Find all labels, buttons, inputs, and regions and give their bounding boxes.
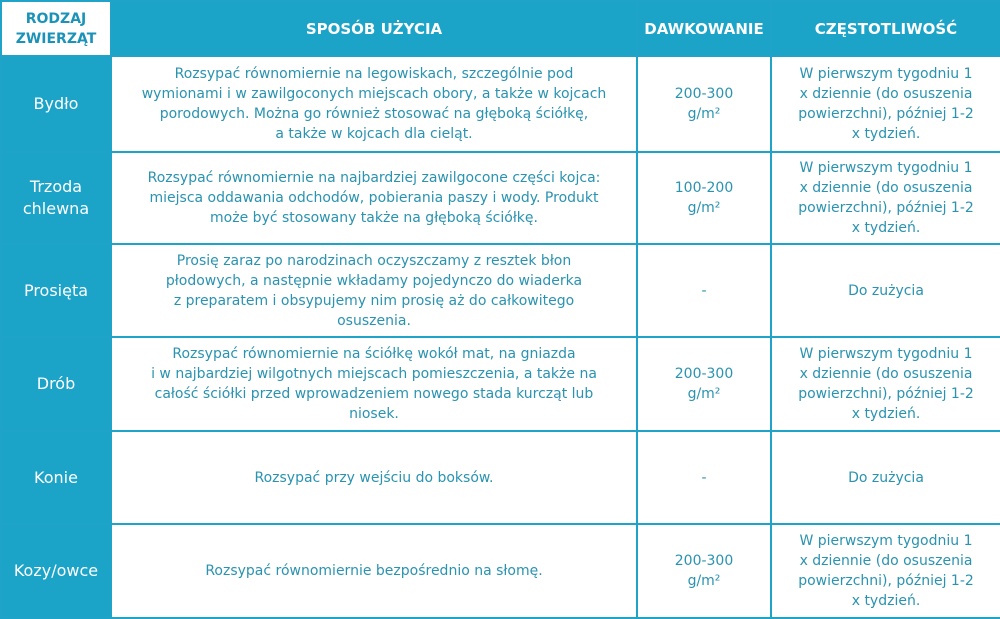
usage-cell: Rozsypać równomiernie na najbardziej zaw…: [110, 151, 638, 245]
table-row: Drób Rozsypać równomiernie na ściółkę wok…: [0, 336, 1000, 432]
animal-cell: Kozy/owce: [0, 523, 112, 619]
frequency-cell: W pierwszym tygodniu 1 x dziennie (do os…: [770, 336, 1000, 432]
usage-cell: Rozsypać równomiernie bezpośrednio na sł…: [110, 523, 638, 619]
table-row: Bydło Rozsypać równomiernie na legowiskac…: [0, 55, 1000, 153]
usage-cell: Prosię zaraz po narodzinach oczyszczamy …: [110, 243, 638, 338]
header-animal: RODZAJ ZWIERZĄT: [0, 0, 112, 57]
animal-cell: Konie: [0, 430, 112, 525]
animal-cell: Prosięta: [0, 243, 112, 338]
header-dose: DAWKOWANIE: [636, 0, 772, 57]
dose-cell: -: [636, 430, 772, 525]
header-usage: SPOSÓB UŻYCIA: [110, 0, 638, 57]
frequency-cell: W pierwszym tygodniu 1 x dziennie (do os…: [770, 151, 1000, 245]
usage-cell: Rozsypać przy wejściu do boksów.: [110, 430, 638, 525]
usage-cell: Rozsypać równomiernie na ściółkę wokół m…: [110, 336, 638, 432]
dose-cell: 200-300 g/m²: [636, 336, 772, 432]
frequency-cell: W pierwszym tygodniu 1 x dziennie (do os…: [770, 523, 1000, 619]
frequency-cell: Do zużycia: [770, 243, 1000, 338]
usage-cell: Rozsypać równomiernie na legowiskach, sz…: [110, 55, 638, 153]
frequency-cell: Do zużycia: [770, 430, 1000, 525]
frequency-cell: W pierwszym tygodniu 1 x dziennie (do os…: [770, 55, 1000, 153]
table-row: Trzoda chlewna Rozsypać równomiernie na n…: [0, 151, 1000, 245]
dose-cell: 200-300 g/m²: [636, 55, 772, 153]
table-row: Konie Rozsypać przy wejściu do boksów. - Do…: [0, 430, 1000, 525]
dose-cell: -: [636, 243, 772, 338]
table-row: Kozy/owce Rozsypać równomiernie bezpośred…: [0, 523, 1000, 619]
dose-cell: 100-200 g/m²: [636, 151, 772, 245]
header-frequency: CZĘSTOTLIWOŚĆ: [770, 0, 1000, 57]
header-row: RODZAJ ZWIERZĄT SPOSÓB UŻYCIA DAWKOWANIE…: [0, 0, 1000, 57]
animal-cell: Trzoda chlewna: [0, 151, 112, 245]
animal-cell: Bydło: [0, 55, 112, 153]
dose-cell: 200-300 g/m²: [636, 523, 772, 619]
table-row: Prosięta Prosię zaraz po narodzinach oczy…: [0, 243, 1000, 338]
animal-cell: Drób: [0, 336, 112, 432]
